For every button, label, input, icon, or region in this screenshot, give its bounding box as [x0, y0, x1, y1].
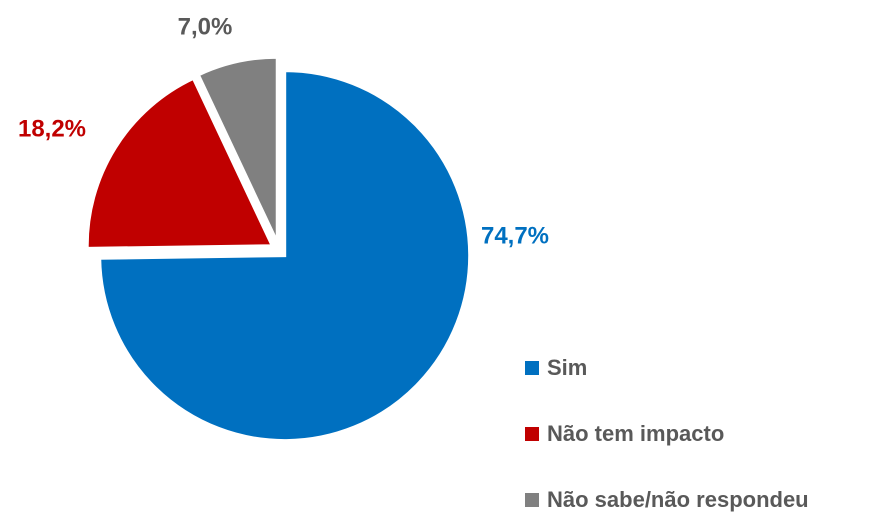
legend-swatch [525, 361, 539, 375]
data-label: 7,0% [178, 13, 233, 40]
pie-slice [98, 69, 472, 443]
legend-swatch [525, 493, 539, 507]
data-label: 18,2% [18, 115, 86, 142]
legend-label: Não tem impacto [547, 421, 724, 446]
data-label: 74,7% [481, 222, 549, 249]
legend-label: Não sabe/não respondeu [547, 487, 809, 512]
pie-slice [85, 76, 275, 250]
legend-swatch [525, 427, 539, 441]
legend-label: Sim [547, 355, 587, 380]
pie-slice [196, 55, 279, 243]
